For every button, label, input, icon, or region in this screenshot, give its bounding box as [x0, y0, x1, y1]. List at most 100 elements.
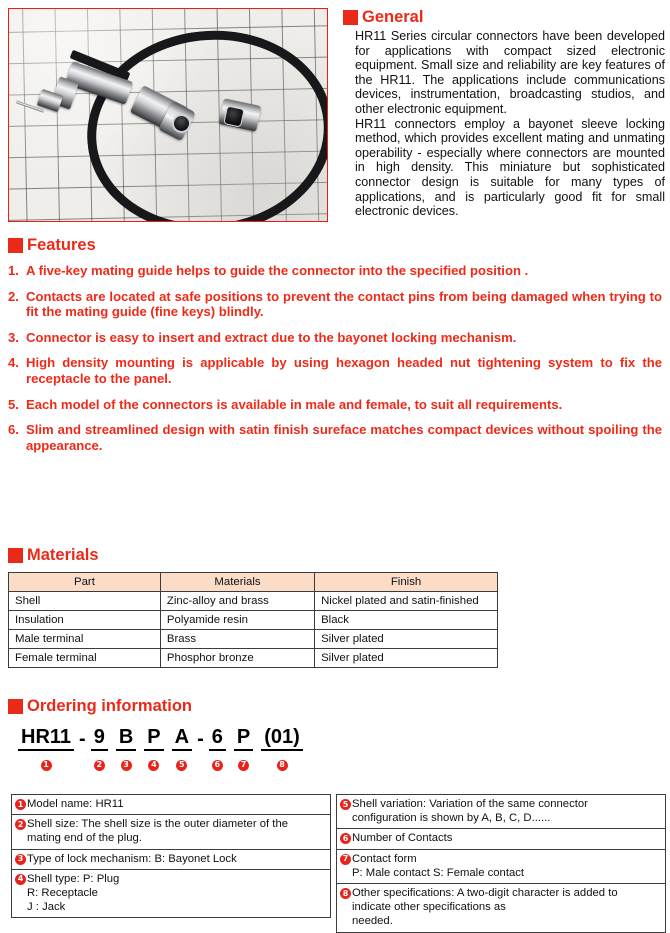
square-marker-icon [343, 10, 358, 25]
ordering-heading: Ordering information [8, 697, 662, 716]
legend-text: Shell size: The shell size is the outer … [27, 818, 289, 845]
callout-badge-6: 6 [340, 833, 351, 845]
ordering-legend-right: 5 Shell variation: Variation of the same… [336, 793, 666, 933]
callout-badge-4: 4 [15, 873, 26, 885]
cell-finish: Nickel plated and satin-finished [314, 591, 498, 611]
feature-number: 5. [8, 396, 19, 412]
legend-text: Model name: HR11 [27, 798, 124, 810]
cell-material: Zinc-alloy and brass [159, 591, 316, 611]
code-segment-4: P 4 [144, 726, 164, 771]
feature-text: High density mounting is applicable by u… [26, 355, 662, 386]
part-number-code: HR11 1 - 9 2 B 3 P 4 A [18, 725, 662, 771]
code-glyph: B [115, 726, 137, 751]
feature-text: Each model of the connectors is availabl… [26, 396, 563, 412]
general-heading: General [343, 8, 665, 27]
callout-badge-7: 7 [238, 759, 250, 771]
cell-finish: Silver plated [314, 648, 498, 668]
legend-cell-8: 8 Other specifications: A two-digit char… [336, 883, 666, 933]
legend-cell-5: 5 Shell variation: Variation of the same… [336, 793, 666, 830]
legend-text: Shell type: P: Plug R: Receptacle J : Ja… [27, 872, 120, 914]
legend-text: Shell variation: Variation of the same c… [352, 798, 588, 825]
feature-text: Contacts are located at safe positions t… [26, 288, 662, 320]
code-dash-1: - [79, 728, 86, 750]
materials-section: Materials Part Materials Finish Shell Zi… [8, 546, 508, 668]
feature-number: 1. [8, 263, 19, 278]
legend-row: 6 Number of Contacts [336, 828, 666, 850]
legend-text: Number of Contacts [352, 832, 453, 845]
code-badge-wrap: 6 [211, 754, 223, 771]
legend-row: 5 Shell variation: Variation of the same… [336, 793, 666, 830]
general-paragraph-2: HR11 connectors employ a bayonet sleeve … [355, 116, 665, 219]
feature-number: 3. [8, 329, 19, 345]
cell-material: Brass [159, 629, 316, 649]
legend-text: Contact form P: Male contact S: Female c… [352, 852, 525, 879]
legend-text: Type of lock mechanism: B: Bayonet Lock [27, 852, 237, 865]
feature-item: 6. Slim and streamlined design with sati… [8, 422, 662, 453]
code-segment-1: HR11 1 [18, 726, 75, 771]
legend-table-left: 1 Model name: HR11 2 Shell size: The she… [11, 793, 331, 919]
code-dash-2: - [197, 728, 204, 750]
code-segment-3: B 3 [115, 726, 137, 771]
features-heading: Features [8, 236, 662, 255]
code-glyph: HR11 [18, 726, 75, 751]
callout-badge-8: 8 [276, 759, 288, 771]
code-glyph: A [171, 726, 193, 751]
general-paragraph-1: HR11 Series circular connectors have bee… [355, 29, 665, 116]
ordering-information-section: Ordering information HR11 1 - 9 2 B 3 P [8, 697, 662, 771]
general-body: HR11 Series circular connectors have bee… [355, 29, 665, 219]
cell-part: Female terminal [8, 648, 161, 668]
legend-text: Other specifications: A two-digit charac… [352, 887, 618, 928]
table-row: Shell Zinc-alloy and brass Nickel plated… [8, 591, 498, 611]
feature-number: 4. [8, 355, 19, 371]
square-marker-icon [8, 699, 23, 714]
feature-number: 6. [8, 422, 19, 438]
legend-table-right: 5 Shell variation: Variation of the same… [336, 793, 666, 933]
feature-item: 5. Each model of the connectors is avail… [8, 397, 662, 413]
legend-row: 8 Other specifications: A two-digit char… [336, 883, 666, 933]
code-segment-2: 9 2 [90, 726, 108, 771]
square-marker-icon [8, 238, 23, 253]
materials-heading: Materials [8, 546, 508, 565]
ordering-legend-left: 1 Model name: HR11 2 Shell size: The she… [11, 793, 331, 919]
legend-cell-4: 4 Shell type: P: Plug R: Receptacle J : … [11, 868, 331, 919]
materials-heading-label: Materials [27, 546, 99, 564]
code-badge-wrap: 8 [276, 754, 288, 771]
legend-cell-6: 6 Number of Contacts [336, 828, 666, 850]
feature-number: 2. [8, 288, 19, 304]
callout-badge-5: 5 [176, 759, 188, 771]
code-segment-6: 6 6 [208, 726, 226, 771]
legend-row: 3 Type of lock mechanism: B: Bayonet Loc… [11, 848, 331, 870]
callout-badge-1: 1 [15, 799, 26, 810]
code-segment-5: A 5 [171, 726, 193, 771]
code-badge-wrap: 5 [176, 754, 188, 771]
code-glyph: P [144, 726, 164, 751]
callout-badge-2: 2 [93, 759, 105, 771]
table-row: Insulation Polyamide resin Black [8, 610, 498, 630]
general-section: General HR11 Series circular connectors … [343, 8, 665, 219]
feature-item: 1. A five-key mating guide helps to guid… [8, 263, 662, 279]
cell-part: Insulation [8, 610, 161, 630]
feature-text: Connector is easy to insert and extract … [26, 329, 517, 345]
legend-cell-7: 7 Contact form P: Male contact S: Female… [336, 848, 666, 885]
ordering-heading-label: Ordering information [27, 697, 192, 715]
code-segment-8: (01) 8 [261, 726, 303, 771]
product-photo [8, 8, 328, 222]
column-header-finish: Finish [314, 572, 498, 592]
code-segment-7: P 7 [233, 726, 254, 771]
code-badge-wrap: 3 [120, 754, 132, 771]
square-marker-icon [8, 548, 23, 563]
legend-row: 1 Model name: HR11 [11, 793, 331, 816]
legend-cell-3: 3 Type of lock mechanism: B: Bayonet Loc… [11, 848, 331, 870]
column-header-materials: Materials [159, 572, 316, 592]
table-header-row: Part Materials Finish [8, 572, 498, 592]
legend-row: 2 Shell size: The shell size is the oute… [11, 814, 331, 850]
code-glyph: 9 [90, 726, 108, 751]
code-glyph: P [233, 726, 254, 751]
cell-part: Shell [8, 591, 161, 611]
legend-row: 4 Shell type: P: Plug R: Receptacle J : … [11, 868, 331, 919]
feature-item: 2. Contacts are located at safe position… [8, 289, 662, 320]
column-header-part: Part [8, 572, 161, 592]
cell-finish: Silver plated [314, 629, 498, 649]
code-badge-wrap: 4 [148, 754, 160, 771]
code-badge-wrap: 2 [93, 754, 105, 771]
